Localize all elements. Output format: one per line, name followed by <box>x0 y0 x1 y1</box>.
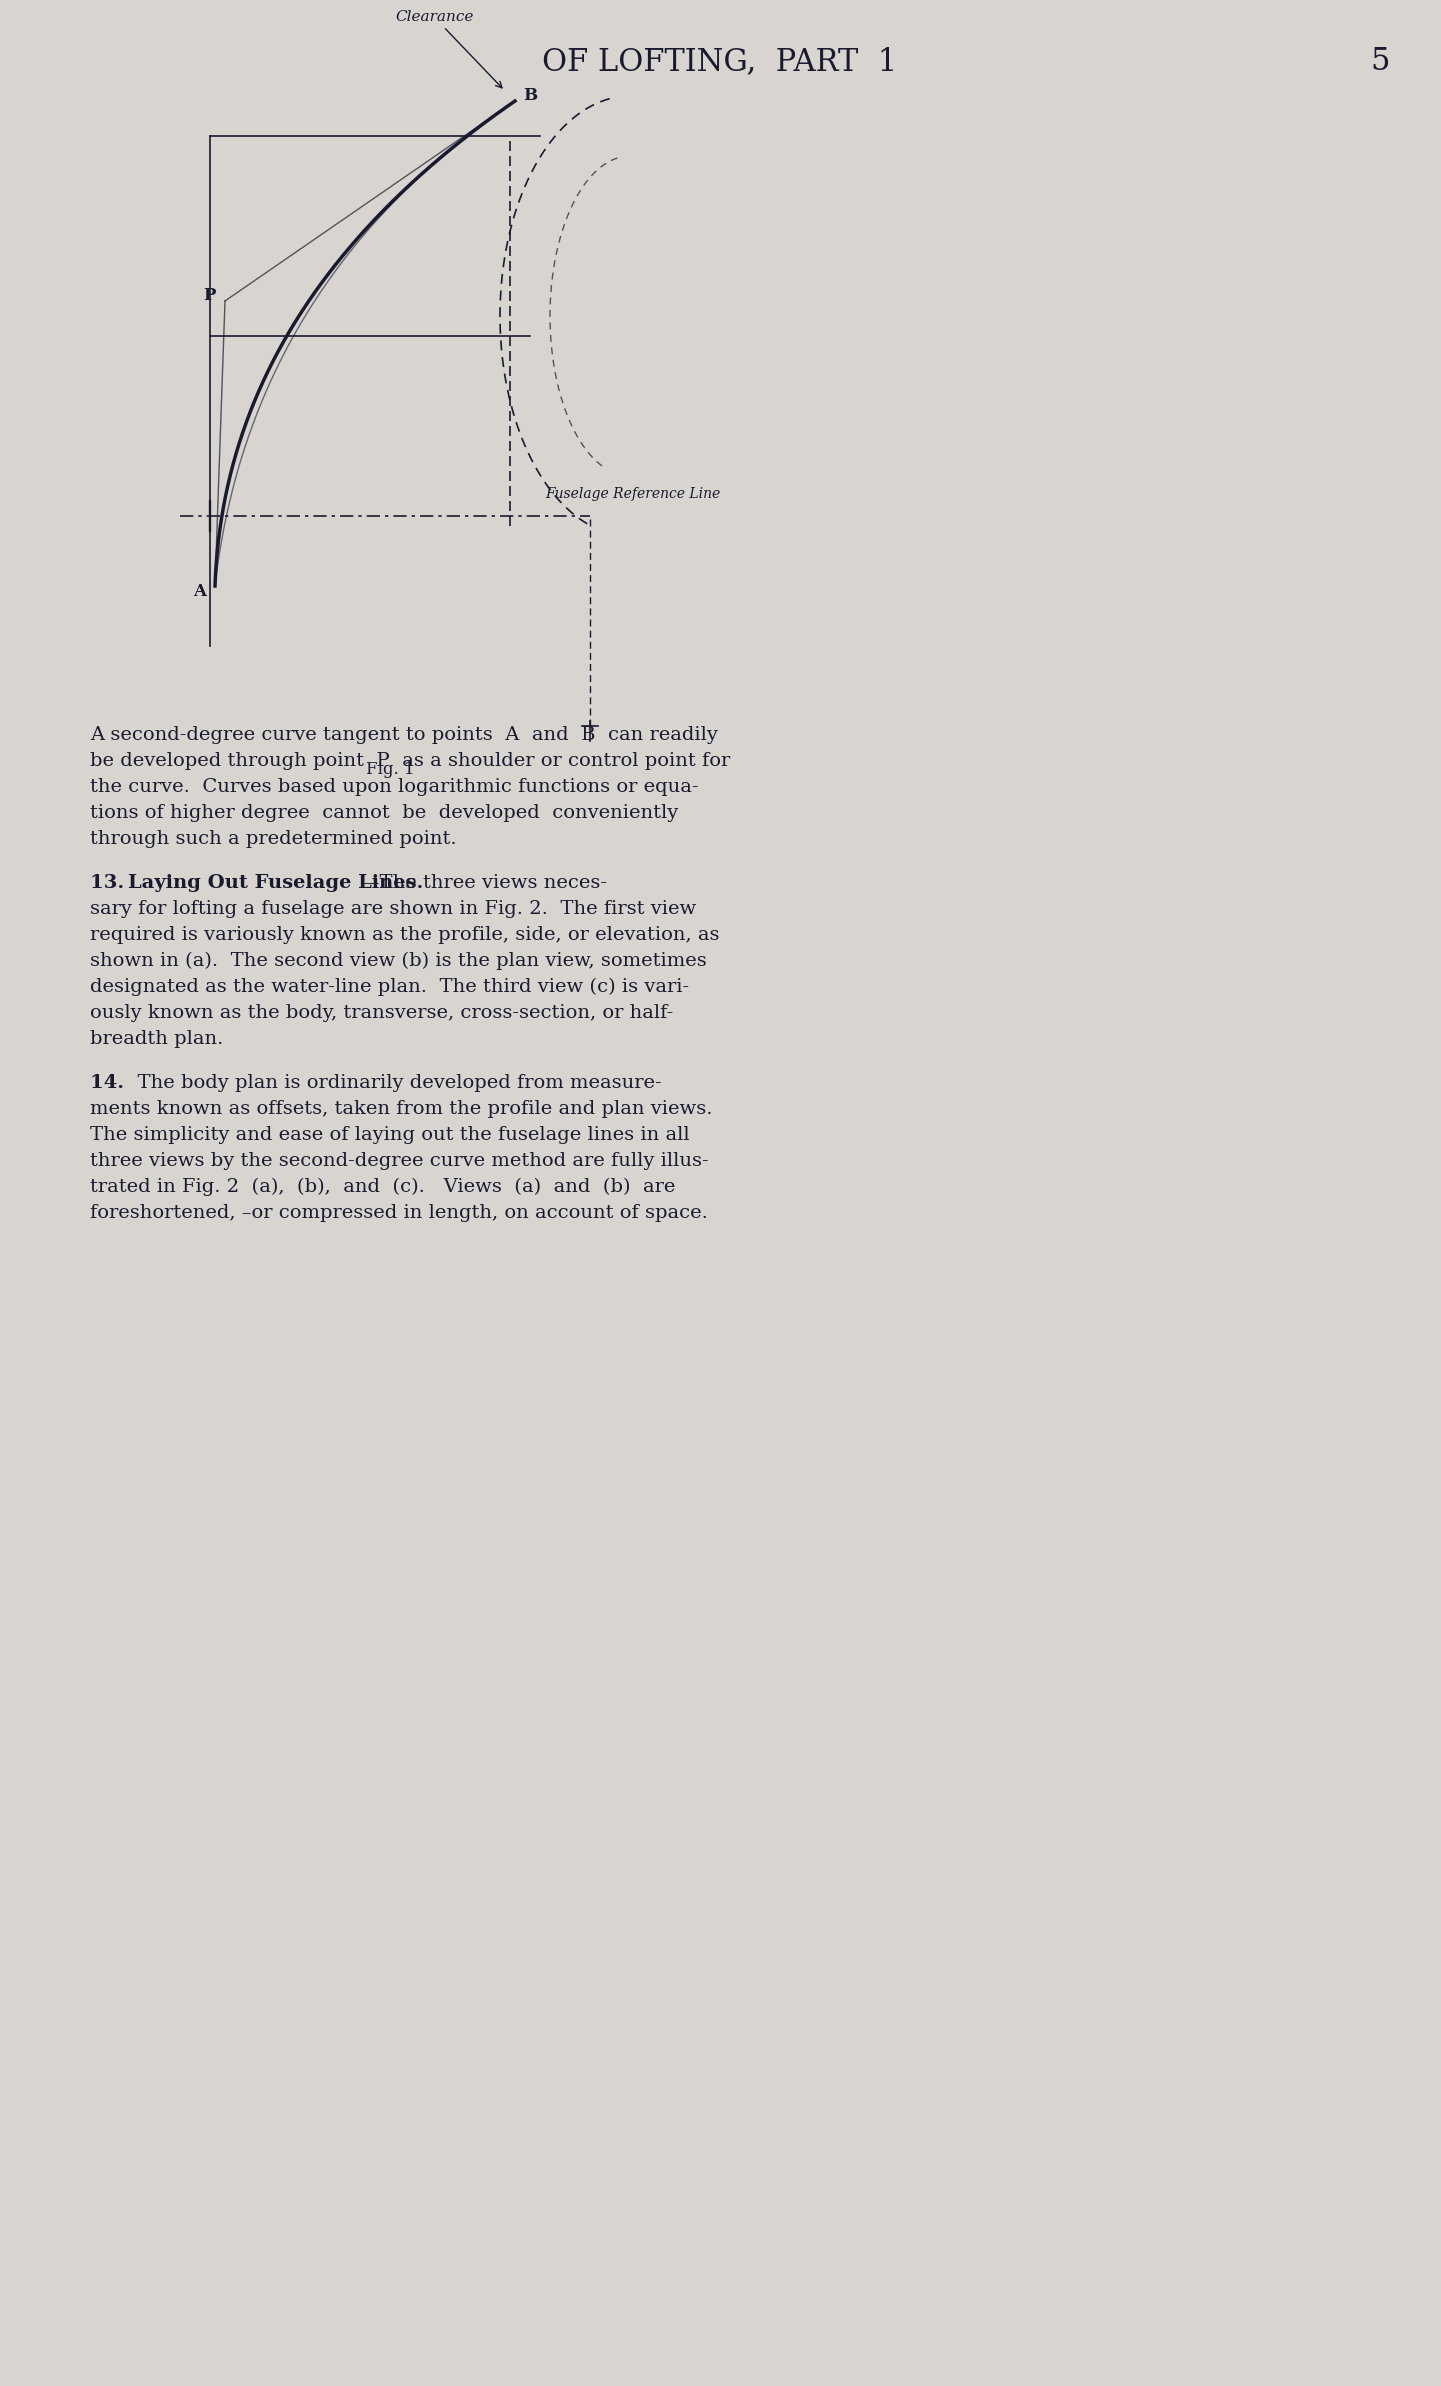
Text: 5: 5 <box>1370 45 1391 76</box>
Text: foreshortened, –or compressed in length, on account of space.: foreshortened, –or compressed in length,… <box>89 1205 708 1222</box>
Text: tions of higher degree  cannot  be  developed  conveniently: tions of higher degree cannot be develop… <box>89 804 679 823</box>
Text: OF LOFTING,  PART  1: OF LOFTING, PART 1 <box>542 45 898 76</box>
Text: shown in (a).  The second view (b) is the plan view, sometimes: shown in (a). The second view (b) is the… <box>89 952 706 971</box>
Text: Clearance: Clearance <box>395 10 501 88</box>
Text: ously known as the body, transverse, cross-section, or half-: ously known as the body, transverse, cro… <box>89 1005 673 1021</box>
Text: A second-degree curve tangent to points  A  and  B  can readily: A second-degree curve tangent to points … <box>89 725 718 744</box>
Text: be developed through point  P  as a shoulder or control point for: be developed through point P as a should… <box>89 752 731 771</box>
Text: 13.: 13. <box>89 873 138 892</box>
Text: Fuselage Reference Line: Fuselage Reference Line <box>545 487 720 501</box>
Text: breadth plan.: breadth plan. <box>89 1031 223 1047</box>
Text: required is variously known as the profile, side, or elevation, as: required is variously known as the profi… <box>89 926 719 945</box>
Text: P: P <box>203 286 215 305</box>
Text: The body plan is ordinarily developed from measure-: The body plan is ordinarily developed fr… <box>125 1074 661 1093</box>
Text: three views by the second-degree curve method are fully illus-: three views by the second-degree curve m… <box>89 1152 709 1169</box>
Text: Fig. 1: Fig. 1 <box>366 761 415 778</box>
Text: trated in Fig. 2  (a),  (b),  and  (c).   Views  (a)  and  (b)  are: trated in Fig. 2 (a), (b), and (c). View… <box>89 1179 676 1195</box>
Text: —The three views neces-: —The three views neces- <box>360 873 607 892</box>
Text: B: B <box>523 88 537 105</box>
Text: Laying Out Fuselage Lines.: Laying Out Fuselage Lines. <box>128 873 424 892</box>
Text: through such a predetermined point.: through such a predetermined point. <box>89 830 457 847</box>
Text: sary for lofting a fuselage are shown in Fig. 2.  The first view: sary for lofting a fuselage are shown in… <box>89 900 696 919</box>
Text: A: A <box>193 582 206 599</box>
Text: The simplicity and ease of laying out the fuselage lines in all: The simplicity and ease of laying out th… <box>89 1126 690 1143</box>
Text: ments known as offsets, taken from the profile and plan views.: ments known as offsets, taken from the p… <box>89 1100 712 1119</box>
Text: 14.: 14. <box>89 1074 131 1093</box>
Text: designated as the water-line plan.  The third view (c) is vari-: designated as the water-line plan. The t… <box>89 978 689 997</box>
Text: the curve.  Curves based upon logarithmic functions or equa-: the curve. Curves based upon logarithmic… <box>89 778 699 797</box>
